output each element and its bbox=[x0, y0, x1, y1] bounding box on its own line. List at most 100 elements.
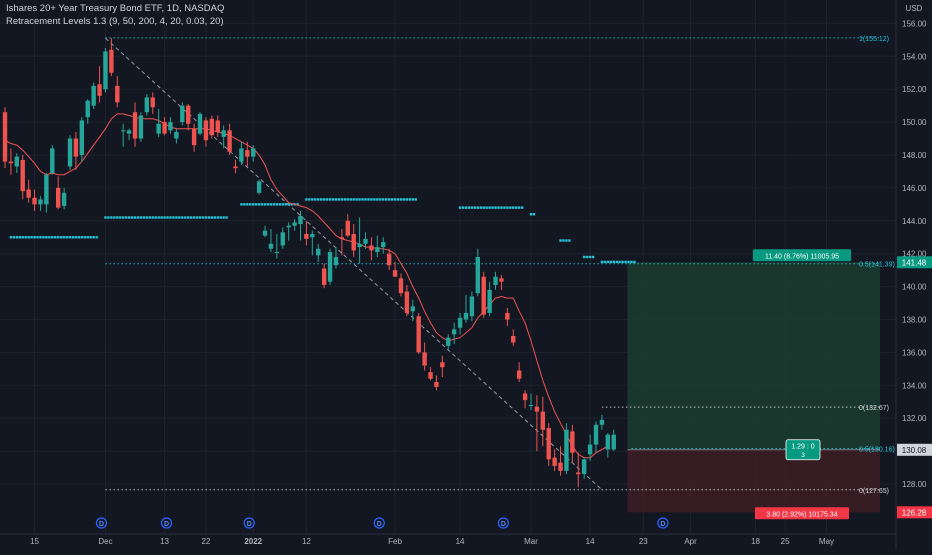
support-dot bbox=[384, 198, 388, 201]
support-dot bbox=[213, 216, 217, 219]
candle-body bbox=[333, 256, 339, 266]
candle bbox=[386, 248, 392, 271]
candle bbox=[186, 104, 191, 131]
candle-body bbox=[487, 289, 492, 313]
time-axis-tick: 13 bbox=[160, 537, 169, 546]
price-tag-bg bbox=[897, 506, 932, 519]
support-dot bbox=[142, 216, 146, 219]
candle bbox=[8, 148, 14, 175]
price-axis-tick: 138.00 bbox=[902, 316, 927, 325]
support-dot bbox=[260, 203, 264, 206]
support-dot bbox=[127, 216, 131, 219]
support-dot bbox=[532, 213, 536, 216]
support-dot bbox=[379, 198, 382, 201]
loss-label-bg bbox=[754, 507, 850, 520]
candle bbox=[321, 263, 327, 289]
candle-body bbox=[457, 317, 463, 328]
time-axis-tick: 15 bbox=[30, 537, 39, 546]
price-axis-tick: 154.00 bbox=[902, 52, 927, 61]
support-dot bbox=[54, 236, 57, 239]
price-axis-tick: 146.00 bbox=[902, 184, 927, 193]
price-axis-tick: 140.00 bbox=[902, 283, 927, 292]
candle bbox=[262, 225, 268, 238]
support-dot bbox=[606, 260, 610, 264]
support-dot bbox=[59, 236, 63, 239]
candle bbox=[115, 76, 120, 108]
support-dot bbox=[263, 203, 267, 206]
symbol-title[interactable]: Ishares 20+ Year Treasury Bond ETF, 1D, … bbox=[6, 3, 225, 14]
candle bbox=[38, 196, 43, 211]
support-dot bbox=[352, 198, 355, 201]
candle bbox=[469, 291, 475, 322]
candle bbox=[593, 421, 599, 453]
candle bbox=[416, 312, 421, 355]
candle-body bbox=[55, 187, 61, 208]
candle bbox=[499, 275, 504, 290]
support-dot bbox=[51, 236, 54, 239]
support-dot bbox=[45, 236, 48, 239]
candle-body bbox=[416, 316, 421, 353]
support-dot bbox=[201, 216, 205, 219]
candle bbox=[44, 173, 49, 213]
support-dot bbox=[95, 236, 98, 239]
support-dots bbox=[104, 216, 228, 219]
support-dot bbox=[470, 206, 474, 209]
candle-body bbox=[186, 105, 191, 124]
candle-body bbox=[351, 233, 356, 251]
risk-reward-text: 1.29 : 0 bbox=[791, 443, 814, 450]
dividend-marker-ring bbox=[95, 517, 108, 529]
candle-body bbox=[126, 130, 132, 134]
support-dot bbox=[627, 260, 630, 264]
candle-body bbox=[404, 291, 410, 313]
candle bbox=[121, 123, 126, 147]
candle-body bbox=[50, 148, 55, 174]
candle bbox=[292, 219, 297, 231]
candle bbox=[345, 214, 350, 238]
candle-body bbox=[481, 276, 486, 315]
candle-body bbox=[593, 424, 599, 445]
support-dot bbox=[393, 198, 397, 201]
support-dot bbox=[588, 255, 592, 259]
time-axis-tick: May bbox=[819, 537, 834, 546]
support-dot bbox=[157, 216, 160, 219]
support-dot bbox=[124, 216, 128, 219]
candles bbox=[2, 38, 616, 488]
support-dot bbox=[151, 216, 154, 219]
candle-body bbox=[422, 352, 427, 366]
support-dot bbox=[210, 216, 214, 219]
candle bbox=[50, 145, 55, 175]
support-dot bbox=[376, 198, 379, 201]
candle bbox=[162, 117, 167, 136]
support-dot bbox=[603, 260, 607, 264]
indicator-legend[interactable]: Retracement Levels 1.3 (9, 50, 200, 4, 2… bbox=[6, 16, 224, 27]
support-dot bbox=[512, 206, 515, 209]
support-dot bbox=[461, 206, 465, 209]
candle bbox=[298, 210, 303, 241]
candle-body bbox=[511, 335, 516, 343]
candle-body bbox=[26, 189, 31, 198]
candle-body bbox=[546, 428, 551, 460]
candle-body bbox=[493, 276, 498, 285]
price-axis-tick: 136.00 bbox=[902, 348, 927, 357]
support-dot bbox=[479, 206, 482, 209]
candle-body bbox=[316, 248, 321, 256]
candle bbox=[109, 38, 114, 77]
candle bbox=[221, 125, 226, 149]
support-dot bbox=[110, 216, 113, 219]
support-dot bbox=[408, 198, 412, 201]
candle bbox=[327, 248, 333, 285]
candle bbox=[463, 294, 469, 323]
candle-body bbox=[245, 150, 250, 157]
support-dot bbox=[355, 198, 358, 201]
candle-body bbox=[97, 84, 102, 96]
candle-body bbox=[375, 247, 380, 253]
support-dot bbox=[195, 216, 199, 219]
support-dot bbox=[337, 198, 341, 201]
price-axis-tick: 144.00 bbox=[902, 217, 927, 226]
candle bbox=[245, 141, 250, 167]
candle bbox=[558, 446, 563, 476]
candle-body bbox=[516, 370, 522, 379]
support-dot bbox=[178, 216, 181, 219]
